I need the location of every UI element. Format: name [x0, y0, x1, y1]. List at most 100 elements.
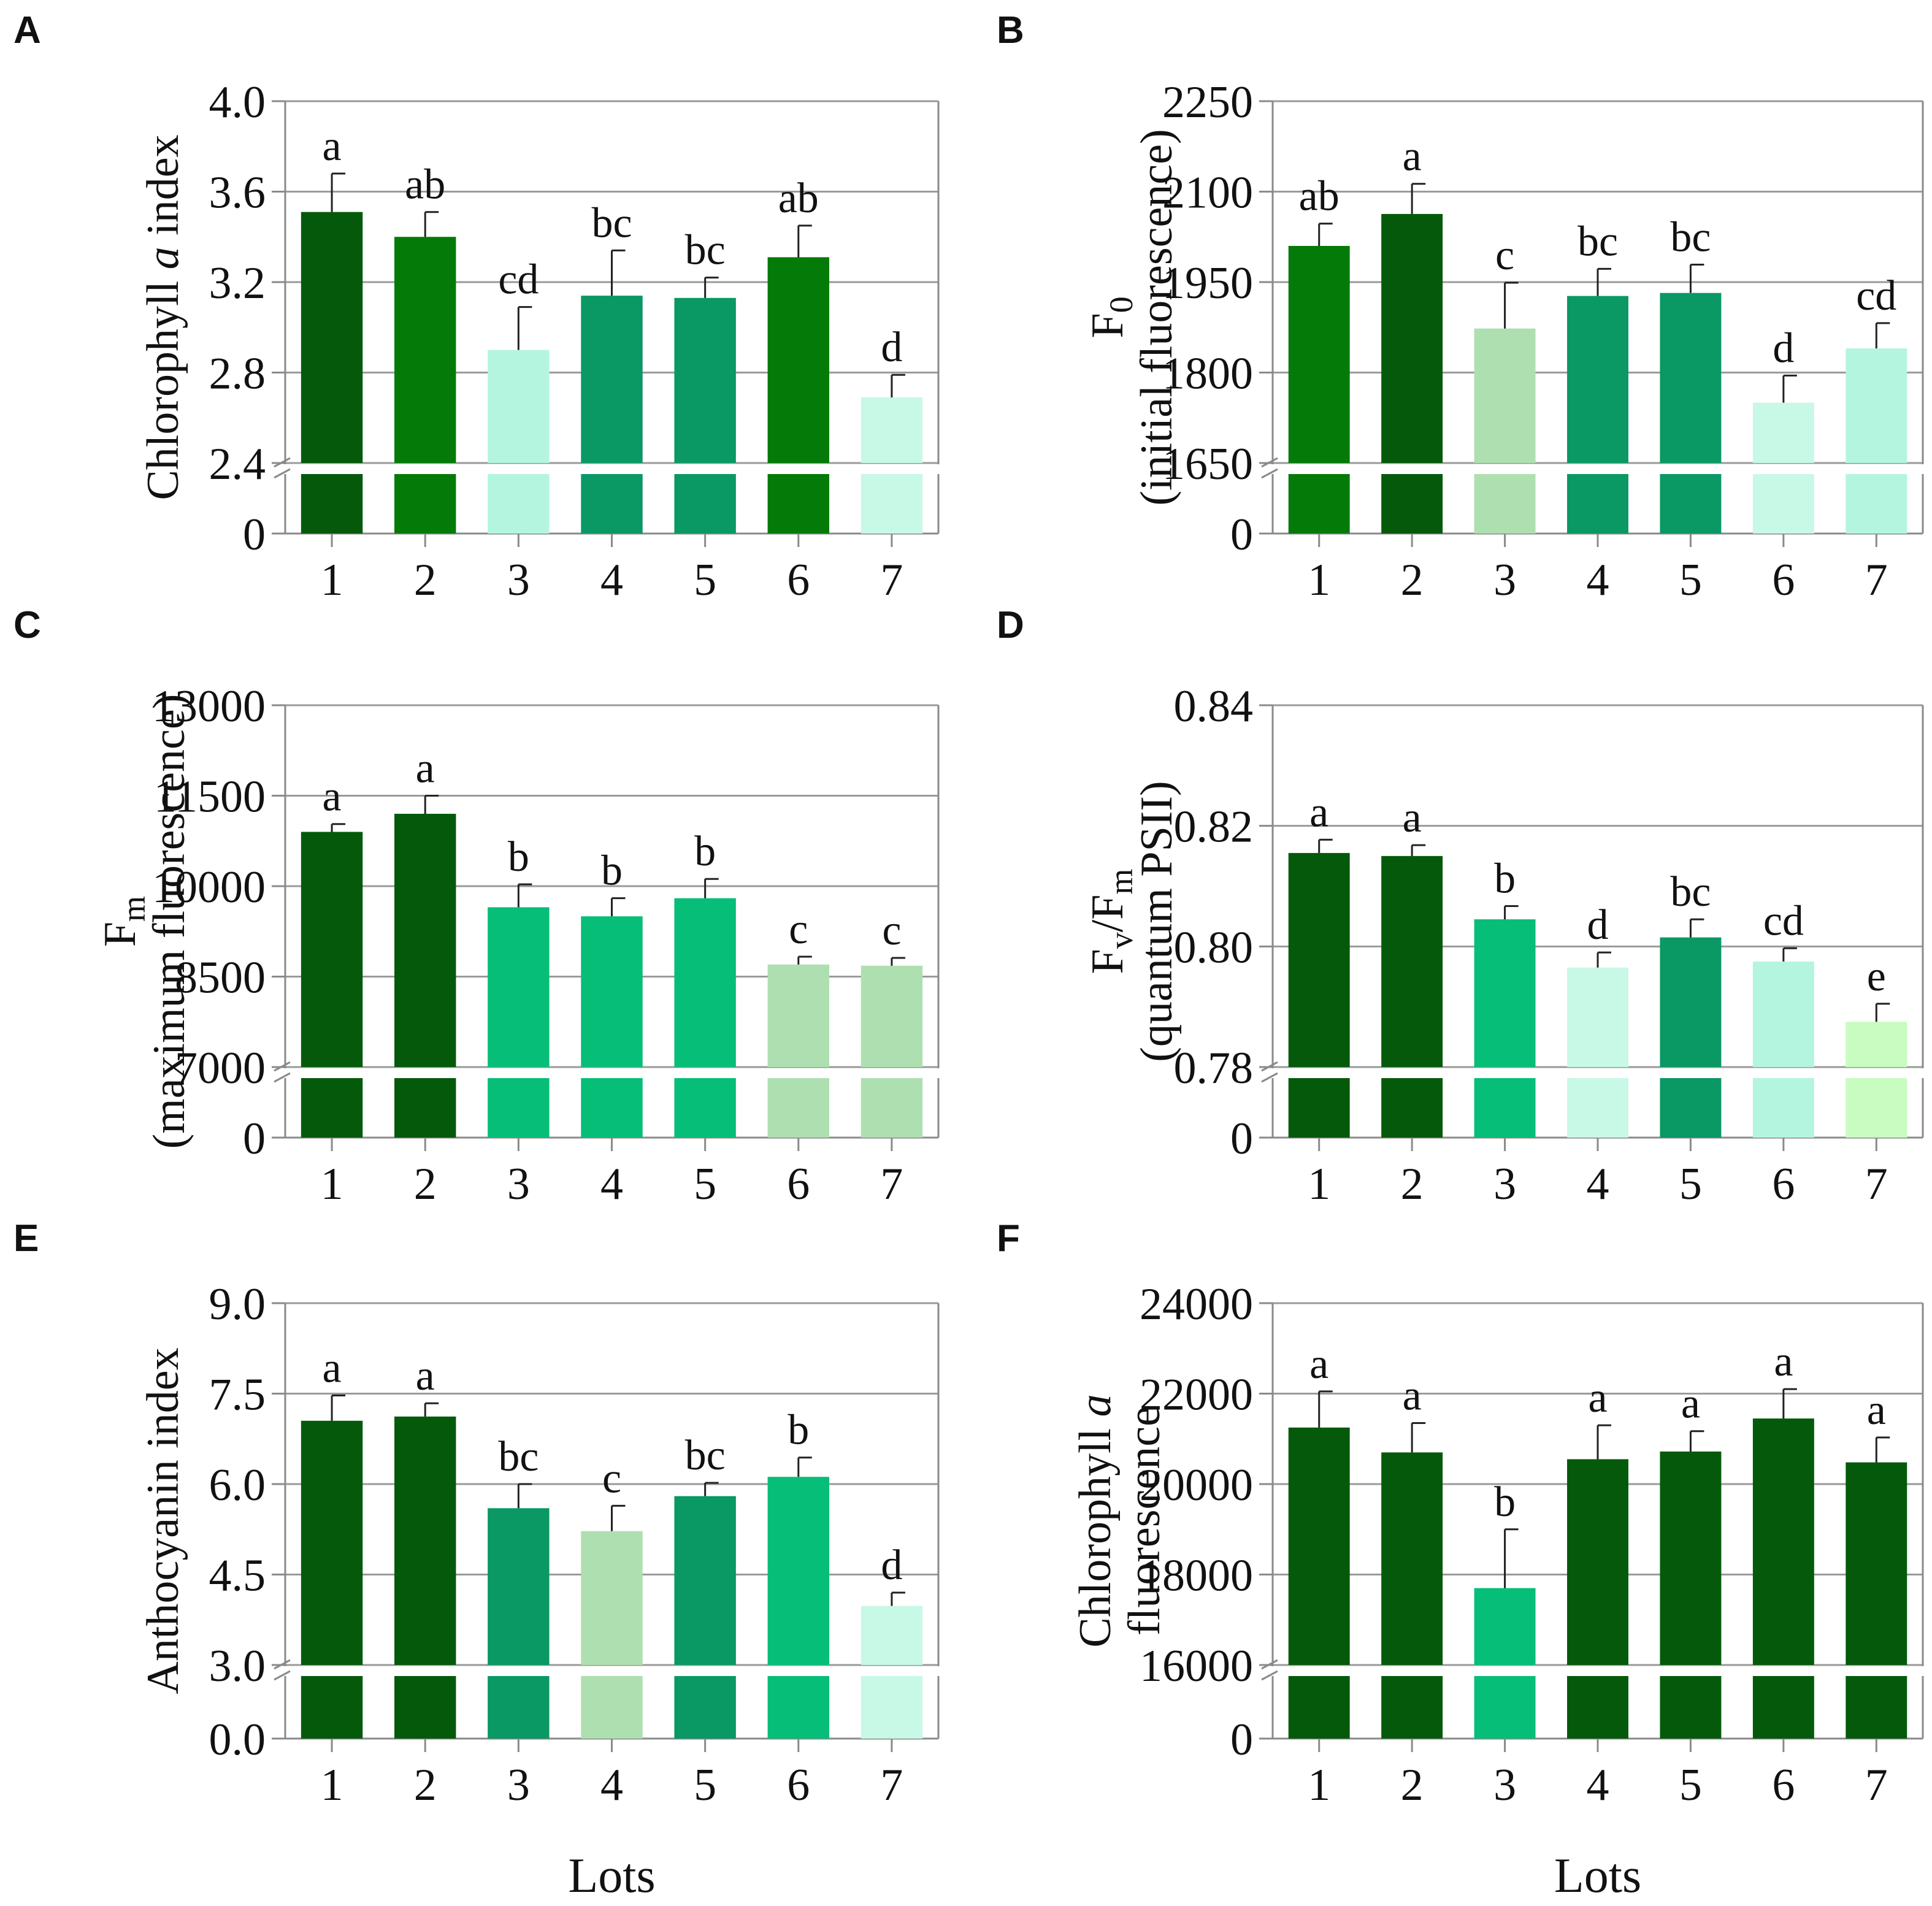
x-tick-label: 4	[600, 1760, 623, 1810]
significance-label: cd	[1856, 272, 1896, 320]
significance-label: b	[1494, 1479, 1516, 1526]
bar-lower	[1567, 1078, 1628, 1138]
panel-letter: C	[13, 604, 41, 646]
significance-label: d	[1773, 324, 1794, 372]
axis-break-mark	[1261, 1061, 1278, 1072]
x-tick-label: 1	[1308, 1760, 1330, 1810]
bar-upper	[394, 237, 456, 463]
bar-upper	[1567, 296, 1628, 463]
bar-lower	[394, 1078, 456, 1138]
y-zero-label: 0	[1230, 1715, 1253, 1765]
bar-lower	[1381, 1078, 1443, 1138]
y-tick-label: 7.5	[209, 1370, 266, 1420]
x-tick-label: 1	[321, 1760, 343, 1810]
significance-label: a	[323, 123, 342, 170]
y-tick-label: 22000	[1140, 1370, 1253, 1420]
significance-label: d	[881, 324, 902, 371]
y-tick-label: 10000	[152, 862, 266, 913]
significance-label: c	[602, 1455, 621, 1502]
y-axis-title: Chlorophyll a index	[138, 134, 188, 500]
panel-letter: F	[997, 1217, 1020, 1260]
significance-label: bc	[685, 1432, 726, 1479]
bar-lower	[301, 1078, 363, 1138]
bar-upper	[1474, 328, 1536, 463]
bar-upper	[767, 964, 829, 1067]
x-tick-label: 6	[787, 555, 810, 605]
significance-label: d	[881, 1542, 902, 1589]
significance-label: a	[1774, 1338, 1793, 1385]
bar-lower	[1567, 1676, 1628, 1739]
y-tick-label: 11500	[154, 772, 266, 822]
x-tick-label: 1	[1308, 555, 1330, 605]
panel-f: F 16000 18000 20000 22000 24000 0 a 1 a 2 b 3 a 4 a 5 a 6 a…	[997, 1217, 1924, 1903]
x-tick-label: 2	[414, 555, 437, 605]
bar-lower	[488, 1078, 550, 1138]
significance-label: bc	[685, 227, 726, 274]
bar-lower	[1288, 474, 1350, 534]
bar-lower	[394, 1676, 456, 1739]
y-tick-label: 3.0	[209, 1641, 266, 1691]
significance-label: e	[1867, 953, 1886, 1000]
x-tick-label: 3	[1493, 1760, 1516, 1810]
x-tick-label: 1	[321, 1159, 343, 1209]
bar-lower	[1846, 474, 1907, 534]
x-axis-title: Lots	[1554, 1849, 1641, 1903]
significance-label: bc	[591, 199, 632, 247]
significance-label: a	[1681, 1380, 1700, 1428]
panel-letter: E	[13, 1217, 39, 1260]
bar-lower	[674, 1676, 736, 1739]
x-tick-label: 3	[507, 555, 530, 605]
axis-break-mark	[1261, 1659, 1278, 1670]
x-tick-label: 6	[787, 1760, 810, 1810]
axis-break-mark	[274, 1670, 291, 1681]
x-tick-label: 3	[1493, 555, 1516, 605]
panel-c: C 7000 8500 10000 11500 13000 0 a 1 a 2 b 3 b 4 b 5 c 6 c 7 F…	[13, 604, 940, 1209]
bar-upper	[674, 898, 736, 1067]
bar-upper	[394, 814, 456, 1067]
bar-upper	[861, 965, 923, 1067]
x-tick-label: 6	[787, 1159, 810, 1209]
axis-break-mark	[274, 468, 291, 479]
significance-label: cd	[1763, 897, 1804, 944]
bar-upper	[488, 907, 550, 1067]
x-tick-label: 5	[1679, 555, 1702, 605]
significance-label: a	[1588, 1374, 1607, 1422]
bar-upper	[301, 212, 363, 463]
bar-upper	[581, 916, 643, 1067]
y-axis-title-line1: Chlorophyll a	[1070, 1394, 1121, 1647]
bar-upper	[1381, 213, 1443, 463]
y-tick-label: 1650	[1162, 439, 1253, 489]
bar-lower	[1846, 1676, 1907, 1739]
x-tick-label: 3	[507, 1159, 530, 1209]
bar-lower	[767, 474, 829, 534]
panel-a: A 2.4 2.8 3.2 3.6 4.0 0 a 1 ab 2 cd 3 bc 4 bc 5 ab 6 d 7 Chlo…	[13, 9, 940, 605]
significance-label: a	[323, 773, 342, 821]
axis-break-mark	[274, 1061, 291, 1072]
bar-upper	[767, 1477, 829, 1665]
y-tick-label: 0.78	[1174, 1043, 1254, 1093]
x-tick-label: 4	[600, 555, 623, 605]
bar-upper	[1752, 1418, 1814, 1665]
x-tick-label: 3	[1493, 1159, 1516, 1209]
x-tick-label: 7	[1865, 555, 1888, 605]
y-tick-label: 2250	[1162, 77, 1253, 128]
y-tick-label: 7000	[175, 1043, 266, 1093]
y-axis-title: Anthocyanin index	[138, 1347, 188, 1694]
x-tick-label: 2	[1401, 1760, 1424, 1810]
x-tick-label: 2	[414, 1760, 437, 1810]
significance-label: ab	[1299, 173, 1340, 220]
bar-lower	[301, 1676, 363, 1739]
x-tick-label: 5	[1679, 1159, 1702, 1209]
bar-lower	[581, 1078, 643, 1138]
bar-lower	[1474, 474, 1536, 534]
bar-lower	[1288, 1078, 1350, 1138]
y-tick-label: 0.82	[1174, 802, 1254, 852]
bar-lower	[1474, 1078, 1536, 1138]
significance-label: a	[1403, 794, 1422, 841]
significance-label: a	[1309, 789, 1328, 836]
axis-break-mark	[274, 1659, 291, 1670]
y-tick-label: 16000	[1140, 1641, 1253, 1691]
x-tick-label: 5	[694, 1159, 716, 1209]
x-tick-label: 7	[880, 1760, 903, 1810]
